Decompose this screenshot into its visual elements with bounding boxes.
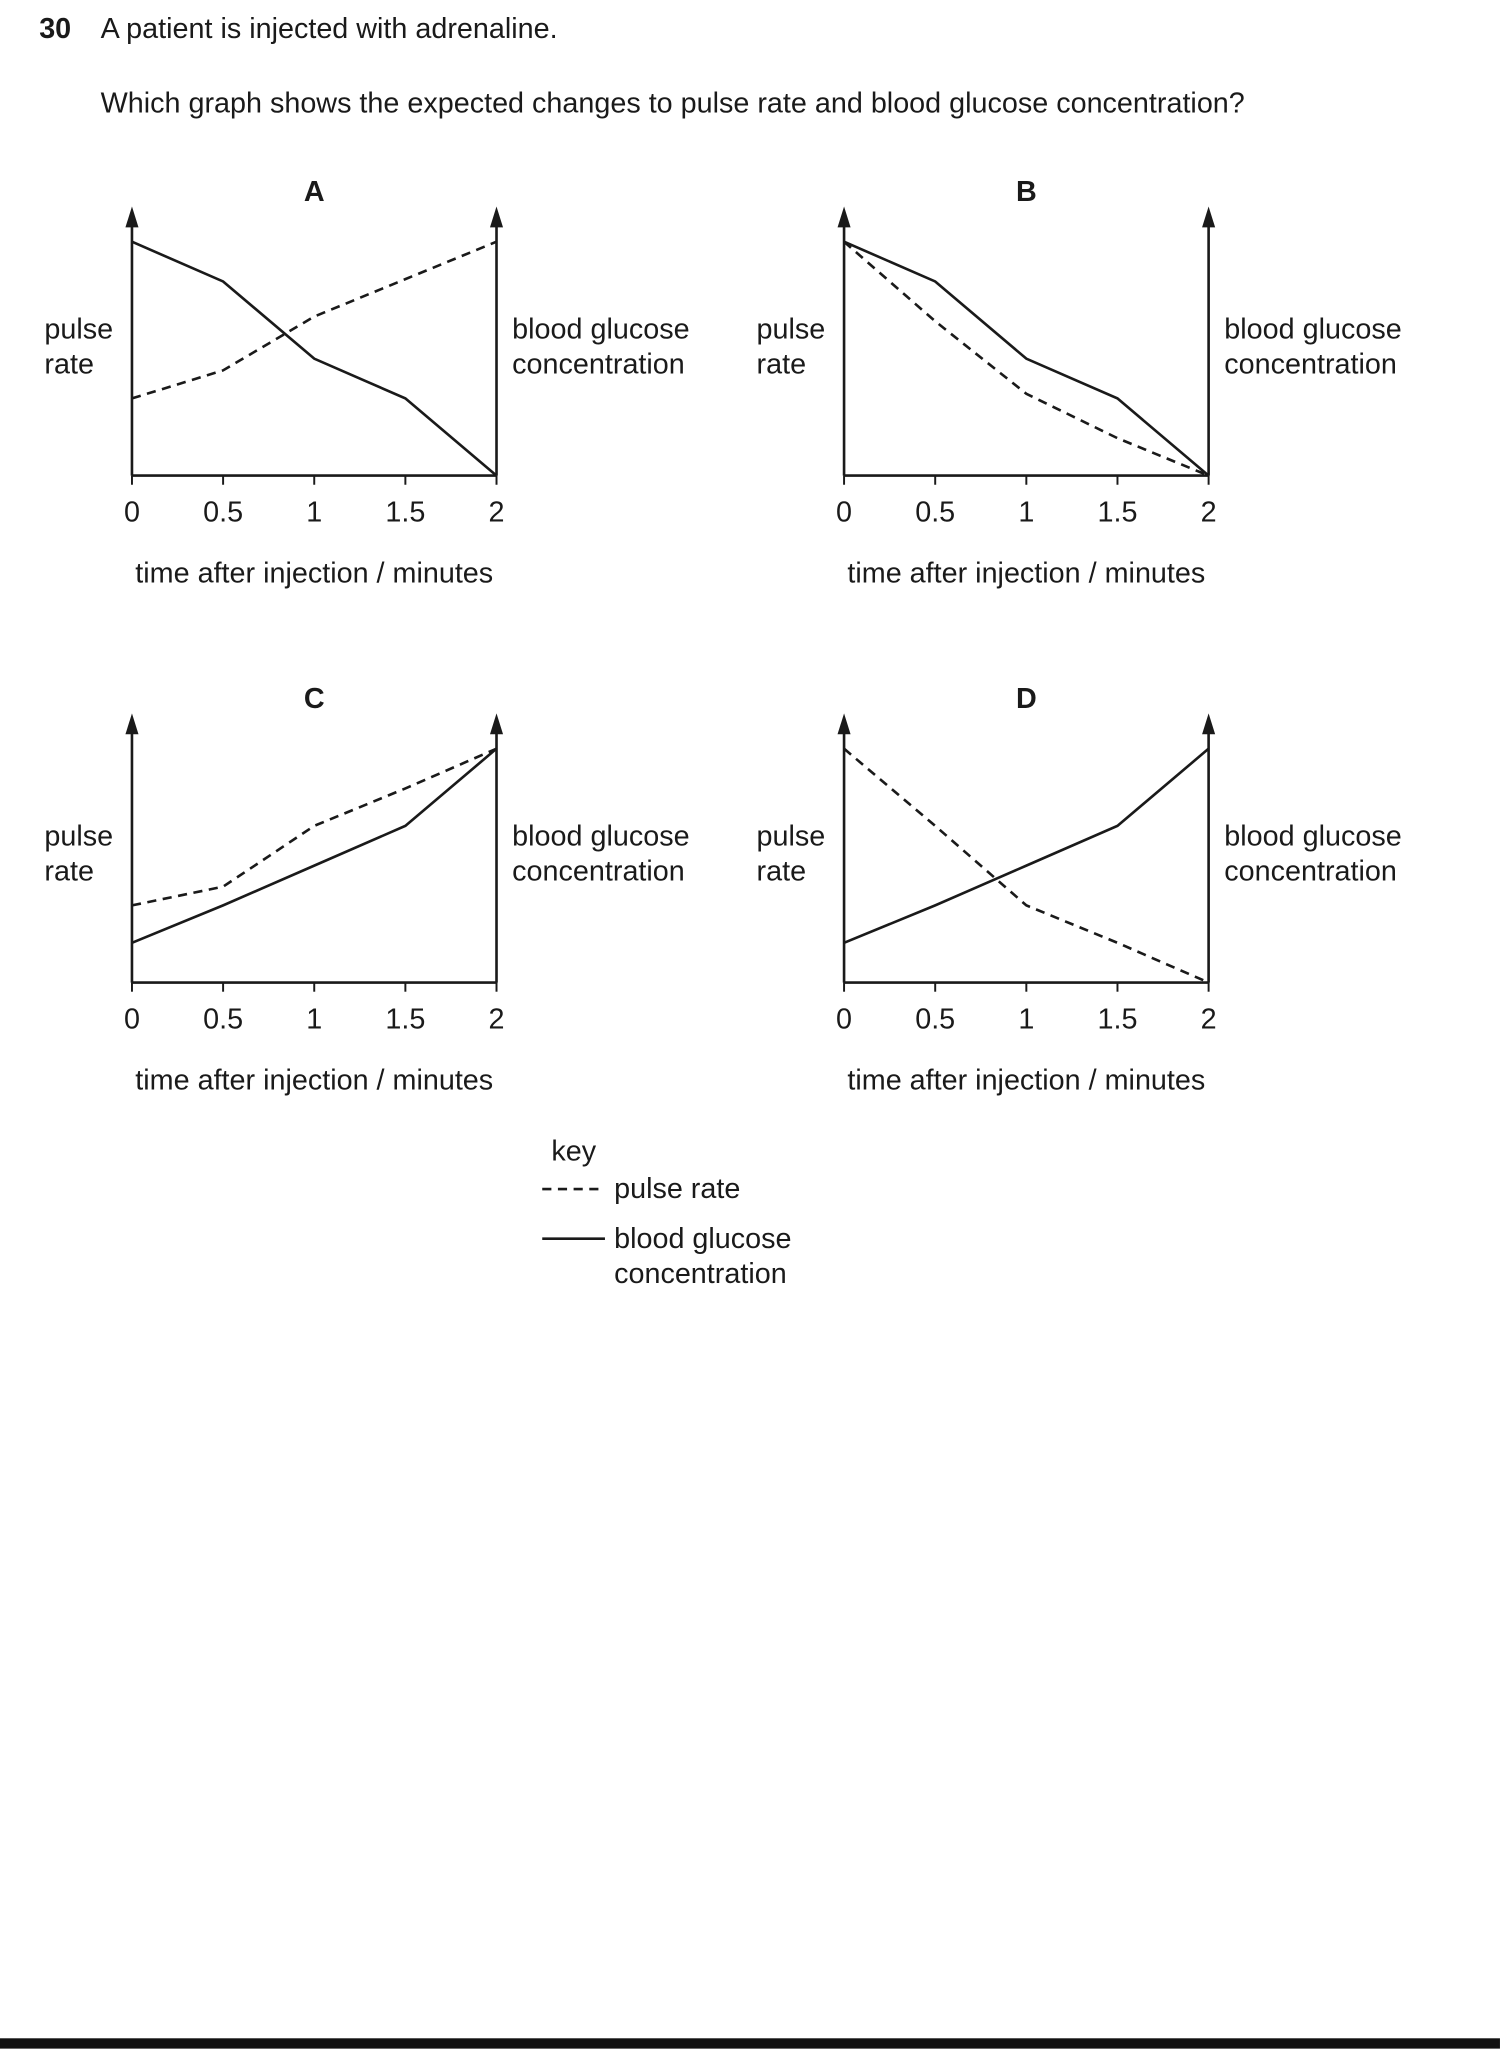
key-label: pulse rate — [614, 1172, 741, 1205]
x-tick-label: 0 — [123, 1002, 140, 1035]
x-axis-label: time after injection / minutes — [847, 556, 1206, 590]
key-title: key — [551, 1134, 597, 1167]
question-text: A patient is injected with adrenaline. — [100, 11, 558, 45]
question-prompt: Which graph shows the expected changes t… — [100, 86, 1245, 119]
series-line — [843, 240, 1210, 477]
question-number: 30 — [39, 11, 72, 45]
x-tick-label: 1 — [306, 495, 323, 528]
x-tick-label: 0.5 — [203, 495, 244, 528]
y-axis-label: pulse rate — [756, 819, 826, 888]
y-axis-arrow — [837, 206, 851, 228]
x-tick-label: 1.5 — [1097, 495, 1138, 528]
chart-title: D — [1015, 682, 1037, 715]
y2-axis-label: blood glucose concentration — [512, 819, 690, 888]
x-tick-label: 1.5 — [385, 1002, 426, 1035]
y2-axis-arrow — [1202, 713, 1216, 735]
x-tick-label: 1.5 — [1097, 1002, 1138, 1035]
series-line — [843, 747, 1210, 984]
footer-bar — [0, 2038, 1500, 2049]
x-tick-label: 1 — [1018, 495, 1035, 528]
key-label: blood glucose concentration — [614, 1221, 792, 1290]
series-line — [131, 240, 498, 400]
x-axis-label: time after injection / minutes — [135, 1063, 494, 1097]
x-tick-label: 2 — [488, 495, 505, 528]
x-axis-label: time after injection / minutes — [135, 556, 494, 590]
y-axis-arrow — [125, 206, 139, 228]
y2-axis-arrow — [1202, 206, 1216, 228]
series-line — [131, 747, 498, 945]
x-tick-label: 2 — [488, 1002, 505, 1035]
series-line — [131, 747, 498, 907]
y-axis-label: pulse rate — [44, 819, 114, 888]
y-axis-arrow — [837, 713, 851, 735]
chart-title: A — [303, 175, 325, 208]
y2-axis-arrow — [489, 206, 504, 228]
x-tick-label: 0 — [123, 495, 140, 528]
x-tick-label: 0 — [836, 1002, 853, 1035]
series-line — [843, 747, 1210, 945]
y2-axis-label: blood glucose concentration — [1224, 312, 1402, 381]
y2-axis-label: blood glucose concentration — [512, 312, 690, 381]
x-tick-label: 0 — [836, 495, 853, 528]
y-axis-label: pulse rate — [756, 312, 826, 381]
y-axis-label: pulse rate — [44, 312, 114, 381]
y2-axis-arrow — [489, 713, 504, 735]
x-tick-label: 0.5 — [203, 1002, 244, 1035]
x-tick-label: 0.5 — [915, 495, 956, 528]
y-axis-arrow — [125, 713, 139, 735]
x-tick-label: 2 — [1200, 1002, 1217, 1035]
x-tick-label: 2 — [1200, 495, 1217, 528]
series-line — [843, 240, 1210, 477]
x-tick-label: 1 — [306, 1002, 323, 1035]
x-tick-label: 1 — [1018, 1002, 1035, 1035]
chart-title: C — [303, 682, 325, 715]
y2-axis-label: blood glucose concentration — [1224, 819, 1402, 888]
x-tick-label: 0.5 — [915, 1002, 956, 1035]
series-line — [131, 240, 498, 477]
x-axis-label: time after injection / minutes — [847, 1063, 1206, 1097]
chart-title: B — [1015, 175, 1037, 208]
x-tick-label: 1.5 — [385, 495, 426, 528]
